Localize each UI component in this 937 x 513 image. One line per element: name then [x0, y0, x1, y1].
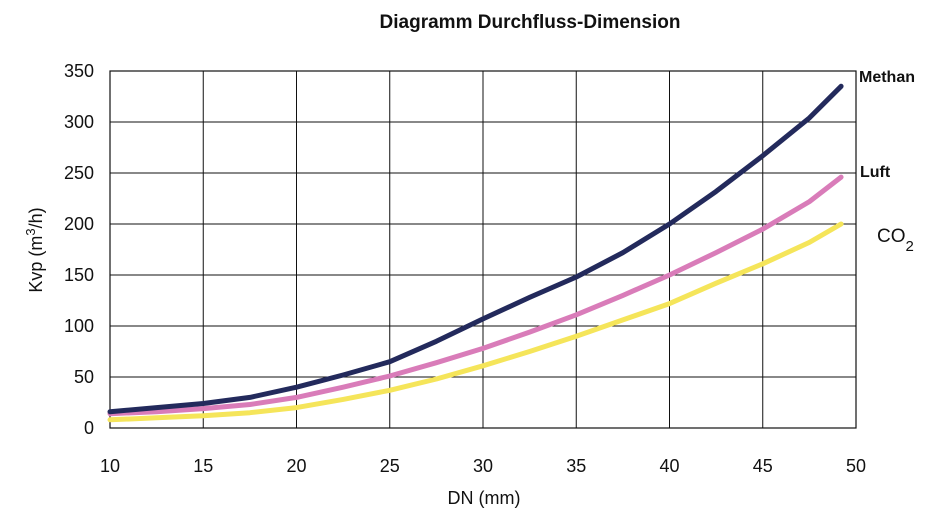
series-label-co2: CO2: [877, 226, 914, 255]
series-label-co2-base: CO: [877, 226, 906, 247]
y-tick-label-150: 150: [64, 265, 94, 285]
x-tick-label-50: 50: [846, 456, 866, 476]
series-line-co2: [107, 221, 844, 423]
series-line-luft: [107, 174, 844, 417]
y-tick-label-300: 300: [64, 112, 94, 132]
y-tick-label-250: 250: [64, 163, 94, 183]
y-tick-label-50: 50: [74, 367, 94, 387]
plot-frame: [109, 70, 857, 429]
x-tick-labels: 10 15 20 25 30 35 40 45 50: [100, 456, 866, 476]
series-label-methan: Methan: [859, 69, 915, 86]
y-tick-label-200: 200: [64, 214, 94, 234]
y-tick-label-350: 350: [64, 61, 94, 81]
y-tick-label-100: 100: [64, 316, 94, 336]
y-axis-label-sup: 3: [23, 228, 38, 235]
grid: [110, 71, 856, 428]
x-tick-label-10: 10: [100, 456, 120, 476]
x-axis-label: DN (mm): [448, 488, 521, 508]
series-label-luft: Luft: [860, 164, 891, 181]
series-line-methan: [107, 83, 844, 415]
y-axis-label: Kvp (m3/h): [23, 207, 47, 292]
x-tick-label-35: 35: [566, 456, 586, 476]
x-tick-label-20: 20: [286, 456, 306, 476]
y-tick-labels: 0 50 100 150 200 250 300 350: [64, 61, 94, 438]
series-label-co2-sub: 2: [906, 238, 914, 255]
series-labels: Methan Luft CO2: [859, 69, 915, 255]
y-tick-label-0: 0: [84, 418, 94, 438]
x-tick-label-40: 40: [659, 456, 679, 476]
chart-title: Diagramm Durchfluss-Dimension: [380, 12, 681, 33]
y-axis-label-base: Kvp (m: [26, 236, 46, 293]
x-tick-label-30: 30: [473, 456, 493, 476]
x-tick-label-45: 45: [753, 456, 773, 476]
x-tick-label-25: 25: [380, 456, 400, 476]
x-tick-label-15: 15: [193, 456, 213, 476]
series-lines: [107, 83, 844, 423]
y-axis-label-rest: /h): [26, 207, 46, 228]
